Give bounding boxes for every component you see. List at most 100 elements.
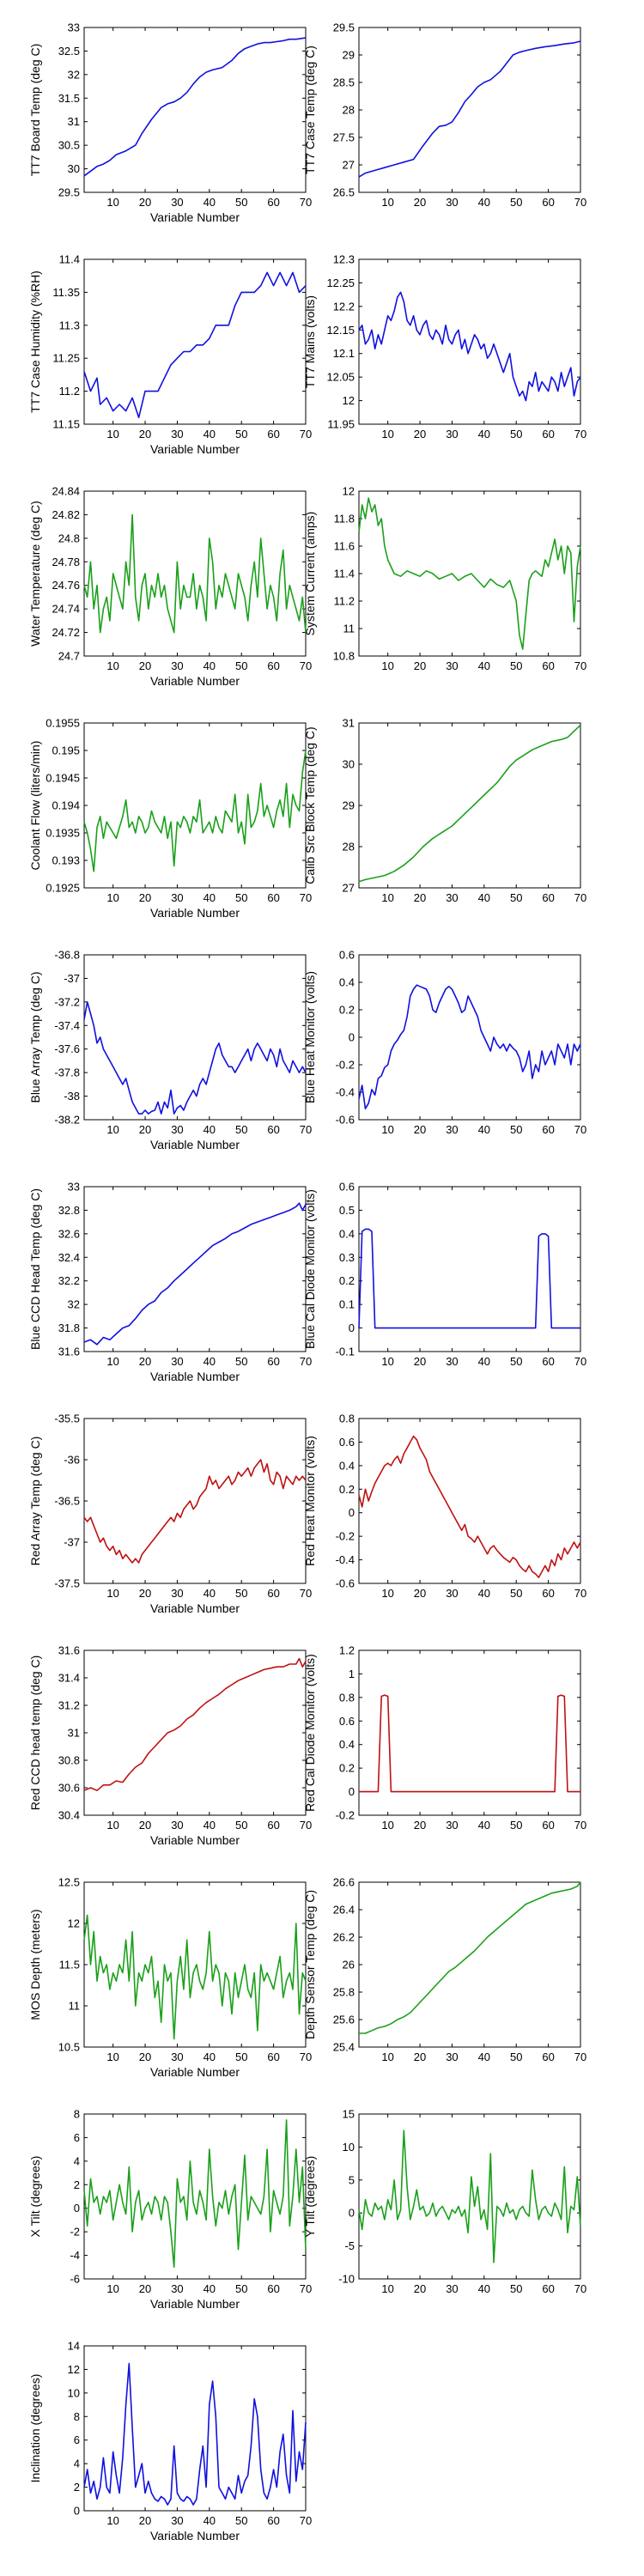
y-tick-label: 31.8 bbox=[58, 1321, 80, 1334]
series-line-x-tilt-degrees bbox=[83, 2119, 307, 2269]
x-tick-label: 60 bbox=[542, 1819, 554, 1832]
x-tick-label: 60 bbox=[542, 1355, 554, 1368]
y-tick-label: 6 bbox=[74, 2131, 80, 2144]
y-tick-label: 30.8 bbox=[58, 1754, 80, 1767]
x-tick-label: 40 bbox=[478, 1819, 490, 1832]
y-tick-label: 28 bbox=[343, 841, 355, 854]
y-tick-label: 29 bbox=[343, 49, 355, 62]
y-tick-label: 12 bbox=[68, 1917, 80, 1930]
series-line-calib-src-block-temp-deg-c bbox=[358, 724, 581, 883]
x-tick-label: 30 bbox=[446, 196, 458, 209]
x-tick-label: 70 bbox=[574, 1355, 586, 1368]
y-tick-label: -37 bbox=[64, 1536, 80, 1549]
y-tick-label: 0.2 bbox=[339, 1274, 355, 1287]
y-tick-label: 12 bbox=[343, 485, 355, 498]
x-tick-label: 40 bbox=[204, 1587, 216, 1600]
x-tick-label: 70 bbox=[300, 659, 312, 672]
y-tick-label: 0.4 bbox=[339, 1459, 355, 1472]
y-tick-label: 0.6 bbox=[339, 949, 355, 962]
y-axis-label: TT7 Mains (volts) bbox=[303, 295, 317, 388]
y-tick-label: 5 bbox=[349, 2173, 355, 2186]
y-tick-label: 0.2 bbox=[339, 1762, 355, 1775]
x-tick-label: 30 bbox=[446, 2282, 458, 2295]
y-tick-label: -5 bbox=[344, 2239, 355, 2252]
y-tick-label: -36.8 bbox=[54, 949, 80, 962]
y-tick-label: 0 bbox=[349, 2207, 355, 2220]
x-tick-label: 50 bbox=[510, 2050, 522, 2063]
y-tick-label: 26.2 bbox=[333, 1931, 355, 1944]
y-tick-label: 0.6 bbox=[339, 1436, 355, 1449]
y-tick-label: 0.193 bbox=[52, 854, 80, 867]
x-tick-label: 30 bbox=[171, 1587, 183, 1600]
axes-frame bbox=[83, 1186, 307, 1352]
y-tick-label: 0.4 bbox=[339, 1227, 355, 1240]
axes-frame bbox=[83, 490, 307, 657]
y-tick-label: 26 bbox=[343, 1959, 355, 1971]
x-tick-label: 60 bbox=[267, 196, 279, 209]
series-line-blue-ccd-head-temp-deg-c bbox=[83, 1202, 307, 1346]
y-axis-label: TT7 Case Humidity (%RH) bbox=[28, 270, 42, 413]
y-tick-label: 0.1955 bbox=[46, 717, 80, 730]
y-axis-label: Red Array Temp (deg C) bbox=[28, 1437, 42, 1566]
y-tick-label: 32.5 bbox=[58, 45, 80, 58]
x-tick-label: 40 bbox=[478, 2282, 490, 2295]
x-tick-label: 70 bbox=[300, 1355, 312, 1368]
subplot-tt7-mains-volts: 10 20 30 40 50 60 70 11.95 12 12.05 12.1 12.15 12.2 1… bbox=[303, 253, 586, 441]
y-tick-label: 24.72 bbox=[52, 626, 80, 639]
y-axis-label: X Tilt (degrees) bbox=[28, 2156, 42, 2238]
x-tick-label: 50 bbox=[235, 1355, 247, 1368]
x-tick-label: 70 bbox=[574, 428, 586, 440]
y-tick-label: 15 bbox=[343, 2108, 355, 2121]
x-tick-label: 60 bbox=[542, 1123, 554, 1136]
x-tick-label: 60 bbox=[542, 2282, 554, 2295]
subplot-blue-heat-monitor-volts: 10 20 30 40 50 60 70 -0.6 -0.4 -0.2 0 0.2 0.4 0.6 Blue… bbox=[303, 949, 586, 1137]
y-tick-label: 27 bbox=[343, 159, 355, 172]
axes-frame bbox=[83, 722, 307, 889]
y-tick-label: 24.8 bbox=[58, 532, 80, 544]
x-tick-label: 30 bbox=[171, 2514, 183, 2527]
axes-frame bbox=[358, 2113, 581, 2280]
y-tick-label: 0.1945 bbox=[46, 772, 80, 785]
x-tick-label: 40 bbox=[478, 1587, 490, 1600]
x-tick-label: 70 bbox=[300, 1587, 312, 1600]
x-tick-label: 10 bbox=[381, 2282, 393, 2295]
series-line-red-array-temp-deg-c bbox=[83, 1459, 307, 1564]
y-tick-label: 12.25 bbox=[326, 276, 355, 289]
y-tick-label: 31.2 bbox=[58, 1699, 80, 1712]
x-tick-label: 10 bbox=[106, 2514, 118, 2527]
x-tick-label: 70 bbox=[300, 1819, 312, 1832]
x-tick-label: 70 bbox=[300, 196, 312, 209]
y-axis-label: Blue CCD Head Temp (deg C) bbox=[28, 1188, 42, 1350]
subplot-blue-ccd-head-temp-deg-c: 10 20 30 40 50 60 70 31.6 31.8 32 32.2 32.4 32.6 32.8… bbox=[28, 1181, 312, 1384]
y-tick-label: -38.2 bbox=[54, 1114, 80, 1127]
x-tick-label: 50 bbox=[235, 428, 247, 440]
subplot-tt7-board-temp-deg-c: 10 20 30 40 50 60 70 29.5 30 30.5 31 31.5 32 32.5 33 Va… bbox=[28, 21, 312, 225]
y-tick-label: -2 bbox=[70, 2226, 80, 2239]
y-tick-label: 0.1 bbox=[339, 1298, 355, 1311]
y-tick-label: 29 bbox=[343, 799, 355, 812]
x-tick-label: 20 bbox=[139, 659, 151, 672]
x-tick-label: 20 bbox=[414, 1355, 426, 1368]
y-tick-label: 31 bbox=[68, 1727, 80, 1740]
x-tick-label: 60 bbox=[267, 1123, 279, 1136]
y-tick-label: 29.5 bbox=[333, 21, 355, 34]
x-tick-label: 30 bbox=[446, 1819, 458, 1832]
y-tick-label: 10.8 bbox=[333, 650, 355, 663]
y-tick-label: 30 bbox=[343, 758, 355, 771]
y-tick-label: -37.8 bbox=[54, 1066, 80, 1079]
axes-frame bbox=[83, 2345, 307, 2512]
axes-frame bbox=[83, 27, 307, 193]
axes-frame bbox=[358, 954, 581, 1121]
x-tick-label: 10 bbox=[106, 2282, 118, 2295]
subplot-mos-depth-meters: 10 20 30 40 50 60 70 10.5 11 11.5 12 12.5 Variable N… bbox=[28, 1876, 312, 2080]
y-tick-label: 30.4 bbox=[58, 1809, 80, 1822]
x-axis-label: Variable Number bbox=[150, 1138, 240, 1151]
subplot-x-tilt-degrees: 10 20 30 40 50 60 70 -6 -4 -2 0 2 4 6 8 Variable Number… bbox=[28, 2108, 312, 2312]
subplot-red-cal-diode-monitor-volts: 10 20 30 40 50 60 70 -0.2 0 0.2 0.4 0.6 0.8 1 1.2 Red C… bbox=[303, 1644, 586, 1832]
x-tick-label: 40 bbox=[478, 1355, 490, 1368]
y-axis-label: TT7 Case Temp (deg C) bbox=[303, 46, 317, 174]
y-tick-label: 12.15 bbox=[326, 324, 355, 337]
y-tick-label: 0.4 bbox=[339, 976, 355, 989]
x-tick-label: 70 bbox=[300, 2050, 312, 2063]
